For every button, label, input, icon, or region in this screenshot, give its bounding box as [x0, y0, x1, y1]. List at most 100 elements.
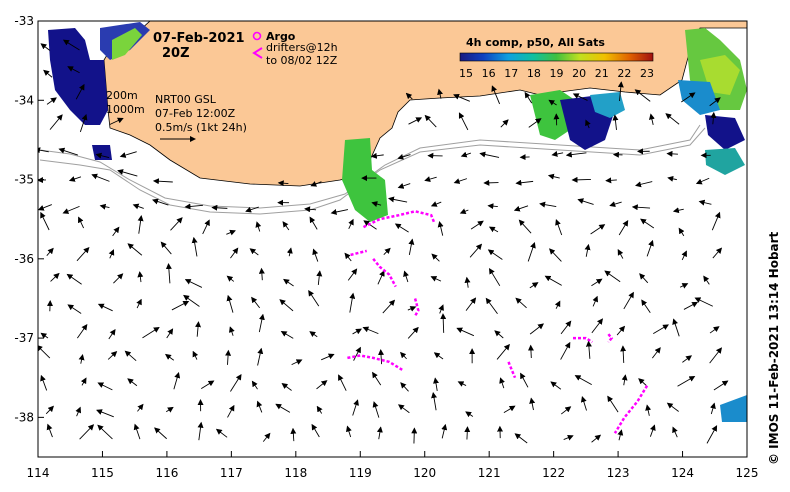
- current-arrow: [279, 299, 294, 312]
- argo-icon: [252, 31, 262, 41]
- current-arrow: [371, 201, 382, 207]
- current-arrow: [142, 326, 160, 339]
- current-arrow: [154, 427, 167, 440]
- current-arrow: [49, 114, 63, 130]
- current-arrow: [66, 273, 82, 285]
- y-tick-label: -38: [14, 410, 34, 424]
- current-arrow: [616, 325, 626, 336]
- y-tick-label: -33: [14, 14, 34, 28]
- current-arrow: [524, 91, 533, 104]
- current-arrow: [646, 239, 654, 257]
- current-arrow: [62, 205, 80, 214]
- current-arrow: [308, 289, 320, 307]
- current-arrow: [62, 39, 80, 51]
- current-arrow: [200, 380, 215, 389]
- current-arrow: [503, 405, 516, 414]
- current-arrow: [195, 321, 202, 337]
- current-arrow: [46, 247, 54, 256]
- current-arrow: [555, 219, 563, 236]
- current-arrow: [407, 306, 417, 312]
- drifter-tracks: [347, 210, 649, 434]
- current-arrow: [78, 216, 85, 229]
- current-arrow: [112, 226, 120, 237]
- current-arrow: [91, 173, 110, 182]
- current-arrow: [304, 206, 317, 213]
- scale-label: 0.5m/s (1kt 24h): [155, 121, 247, 134]
- current-arrow: [572, 93, 588, 101]
- drifters-label-1: drifters@12h: [266, 41, 338, 54]
- current-arrow: [227, 404, 235, 418]
- current-arrow: [479, 151, 500, 158]
- current-arrow: [50, 272, 60, 282]
- current-arrow: [695, 177, 710, 185]
- current-arrow: [257, 347, 264, 366]
- current-arrow: [681, 92, 696, 103]
- current-arrow: [424, 114, 437, 128]
- current-arrow: [38, 204, 52, 211]
- current-arrow: [577, 198, 594, 205]
- current-arrow: [262, 432, 271, 442]
- current-arrow: [283, 278, 294, 287]
- current-arrow: [192, 350, 199, 360]
- current-arrow: [433, 352, 444, 360]
- current-arrow: [623, 291, 634, 310]
- current-arrow: [470, 220, 484, 230]
- current-arrow: [226, 229, 236, 236]
- drifter-track: [347, 354, 403, 371]
- current-arrow: [164, 353, 175, 361]
- current-arrow: [108, 249, 115, 259]
- drifter-track: [372, 258, 397, 288]
- current-arrow: [585, 340, 592, 359]
- current-arrow: [440, 313, 447, 333]
- drifter-icon: [252, 47, 263, 59]
- current-arrow: [97, 303, 113, 312]
- current-arrow: [152, 178, 173, 185]
- current-arrow: [712, 247, 723, 259]
- current-arrow: [408, 117, 423, 125]
- current-arrow: [370, 152, 384, 159]
- current-arrow: [706, 425, 718, 444]
- current-arrow: [529, 282, 539, 289]
- current-arrow: [574, 375, 592, 386]
- current-arrow: [465, 297, 477, 311]
- current-arrow: [431, 392, 437, 411]
- current-arrow: [348, 218, 354, 230]
- map-time: 20Z: [162, 46, 190, 61]
- current-arrow: [457, 381, 467, 387]
- current-arrow: [464, 276, 471, 288]
- current-arrow: [38, 344, 51, 359]
- current-arrow: [127, 378, 138, 387]
- current-arrow: [469, 243, 483, 258]
- colorbar-tick-label: 21: [595, 67, 609, 80]
- current-arrow: [352, 399, 359, 416]
- current-arrow: [352, 328, 362, 335]
- x-tick-label: 118: [284, 466, 307, 480]
- colorbar-tick-label: 19: [550, 67, 564, 80]
- current-arrow: [258, 267, 265, 281]
- current-arrow: [441, 423, 448, 439]
- current-arrow: [309, 216, 318, 230]
- current-arrow: [38, 147, 49, 154]
- current-arrow: [256, 400, 263, 413]
- product-time: 07-Feb 12:00Z: [155, 107, 236, 120]
- current-arrow: [487, 249, 503, 260]
- x-tick-label: 121: [478, 466, 501, 480]
- current-arrow: [639, 273, 649, 284]
- colorbar-tick-label: 16: [482, 67, 496, 80]
- current-arrow: [108, 328, 116, 340]
- current-arrow: [408, 238, 415, 256]
- current-arrow: [672, 426, 678, 438]
- current-arrow: [609, 201, 622, 208]
- current-arrow: [394, 223, 409, 233]
- current-arrow: [551, 150, 564, 157]
- current-arrow: [97, 424, 113, 440]
- current-arrow: [698, 199, 712, 206]
- current-arrow: [245, 206, 259, 213]
- current-arrow: [362, 326, 379, 335]
- current-arrow: [119, 151, 137, 158]
- current-arrow: [527, 241, 536, 262]
- current-arrow: [438, 304, 444, 314]
- isobath-lines: [39, 124, 706, 215]
- current-arrow: [515, 179, 534, 186]
- product-name: NRT00 GSL: [155, 93, 217, 106]
